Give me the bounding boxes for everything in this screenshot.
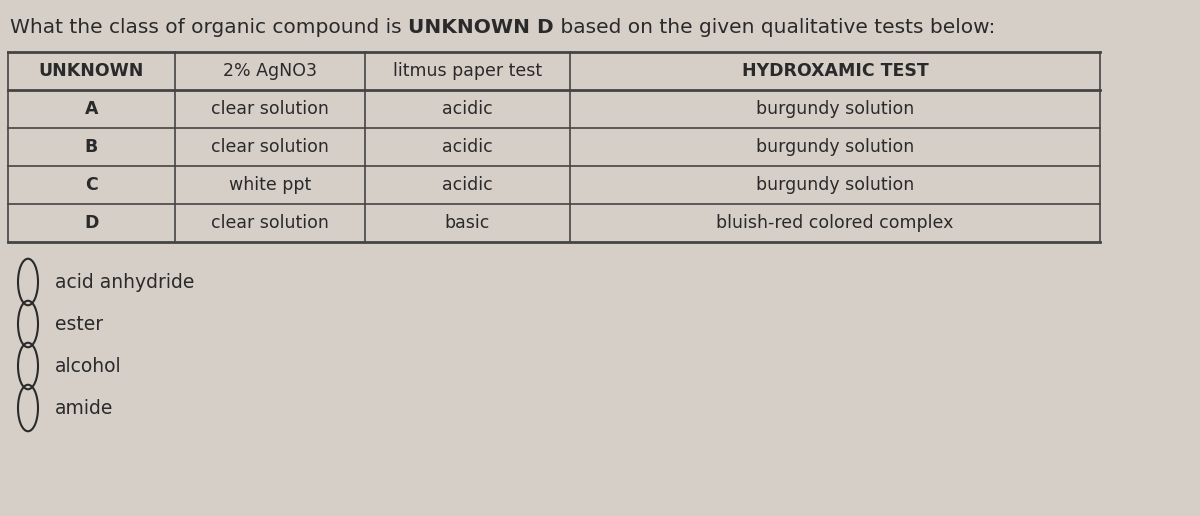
Text: burgundy solution: burgundy solution (756, 100, 914, 118)
Text: 2% AgNO3: 2% AgNO3 (223, 62, 317, 80)
Text: acidic: acidic (442, 100, 493, 118)
Text: D: D (84, 214, 98, 232)
Text: clear solution: clear solution (211, 214, 329, 232)
Text: burgundy solution: burgundy solution (756, 138, 914, 156)
Text: litmus paper test: litmus paper test (392, 62, 542, 80)
Text: white ppt: white ppt (229, 176, 311, 194)
Text: basic: basic (445, 214, 490, 232)
Text: clear solution: clear solution (211, 138, 329, 156)
Text: acidic: acidic (442, 138, 493, 156)
Text: acid anhydride: acid anhydride (55, 272, 194, 292)
Text: B: B (85, 138, 98, 156)
Text: HYDROXAMIC TEST: HYDROXAMIC TEST (742, 62, 929, 80)
Text: amide: amide (55, 398, 113, 417)
Text: burgundy solution: burgundy solution (756, 176, 914, 194)
Text: A: A (85, 100, 98, 118)
Text: UNKNOWN: UNKNOWN (38, 62, 144, 80)
Text: clear solution: clear solution (211, 100, 329, 118)
Text: based on the given qualitative tests below:: based on the given qualitative tests bel… (553, 18, 995, 37)
Text: UNKNOWN D: UNKNOWN D (408, 18, 553, 37)
Text: ester: ester (55, 314, 103, 333)
Text: alcohol: alcohol (55, 357, 121, 376)
Text: C: C (85, 176, 98, 194)
Text: bluish-red colored complex: bluish-red colored complex (716, 214, 954, 232)
Text: acidic: acidic (442, 176, 493, 194)
Text: What the class of organic compound is: What the class of organic compound is (10, 18, 408, 37)
